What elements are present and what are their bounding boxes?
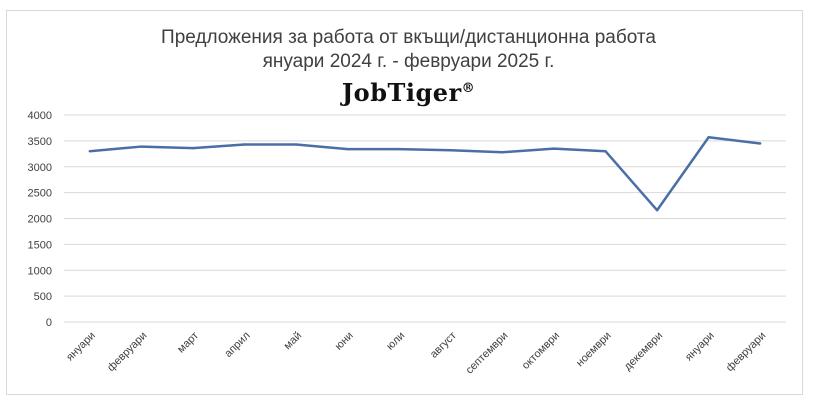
x-tick-label: ноември	[574, 330, 614, 370]
x-tick-label: февруари	[105, 330, 149, 374]
data-point	[243, 143, 246, 146]
x-tick-label: август	[428, 330, 459, 361]
y-tick-label: 2500	[28, 188, 52, 200]
y-tick-label: 1000	[28, 265, 52, 277]
y-tick-label: 3000	[28, 162, 52, 174]
x-tick-label: юли	[384, 330, 407, 353]
x-tick-label: април	[222, 330, 252, 360]
data-point	[191, 146, 195, 150]
y-tick-label: 500	[34, 291, 52, 303]
series-line	[89, 136, 761, 212]
x-tick-label: февруари	[724, 330, 768, 374]
x-tick-label: май	[282, 330, 305, 353]
data-point	[449, 148, 452, 152]
x-tick-label: януари	[64, 330, 98, 364]
data-point	[759, 142, 762, 145]
x-tick-label: януари	[683, 330, 717, 364]
x-tick-label: септември	[464, 330, 511, 377]
data-point	[655, 209, 659, 212]
y-tick-label: 3500	[28, 136, 52, 148]
x-tick-label: март	[175, 330, 201, 356]
x-tick-label: юни	[333, 330, 356, 353]
data-point	[398, 147, 401, 151]
x-tick-label: декември	[622, 330, 665, 373]
data-point	[140, 145, 143, 148]
chart-subtitle: януари 2024 г. - февруари 2025 г.	[262, 51, 555, 72]
chart-frame	[6, 10, 803, 395]
y-tick-label: 1500	[28, 239, 52, 251]
data-point	[604, 150, 607, 153]
data-point	[294, 143, 298, 146]
data-point	[501, 151, 504, 154]
chart-title: Предложения за работа от вкъщи/дистанцио…	[161, 27, 656, 48]
y-tick-label: 4000	[28, 110, 52, 122]
jobtiger-logo: JobTiger®	[341, 78, 476, 107]
y-tick-label: 2000	[28, 214, 52, 226]
data-point	[346, 147, 349, 151]
data-point	[707, 136, 710, 139]
data-point	[88, 150, 91, 153]
y-tick-label: 0	[46, 317, 52, 329]
data-point	[552, 147, 556, 150]
x-tick-label: октомври	[520, 330, 562, 372]
